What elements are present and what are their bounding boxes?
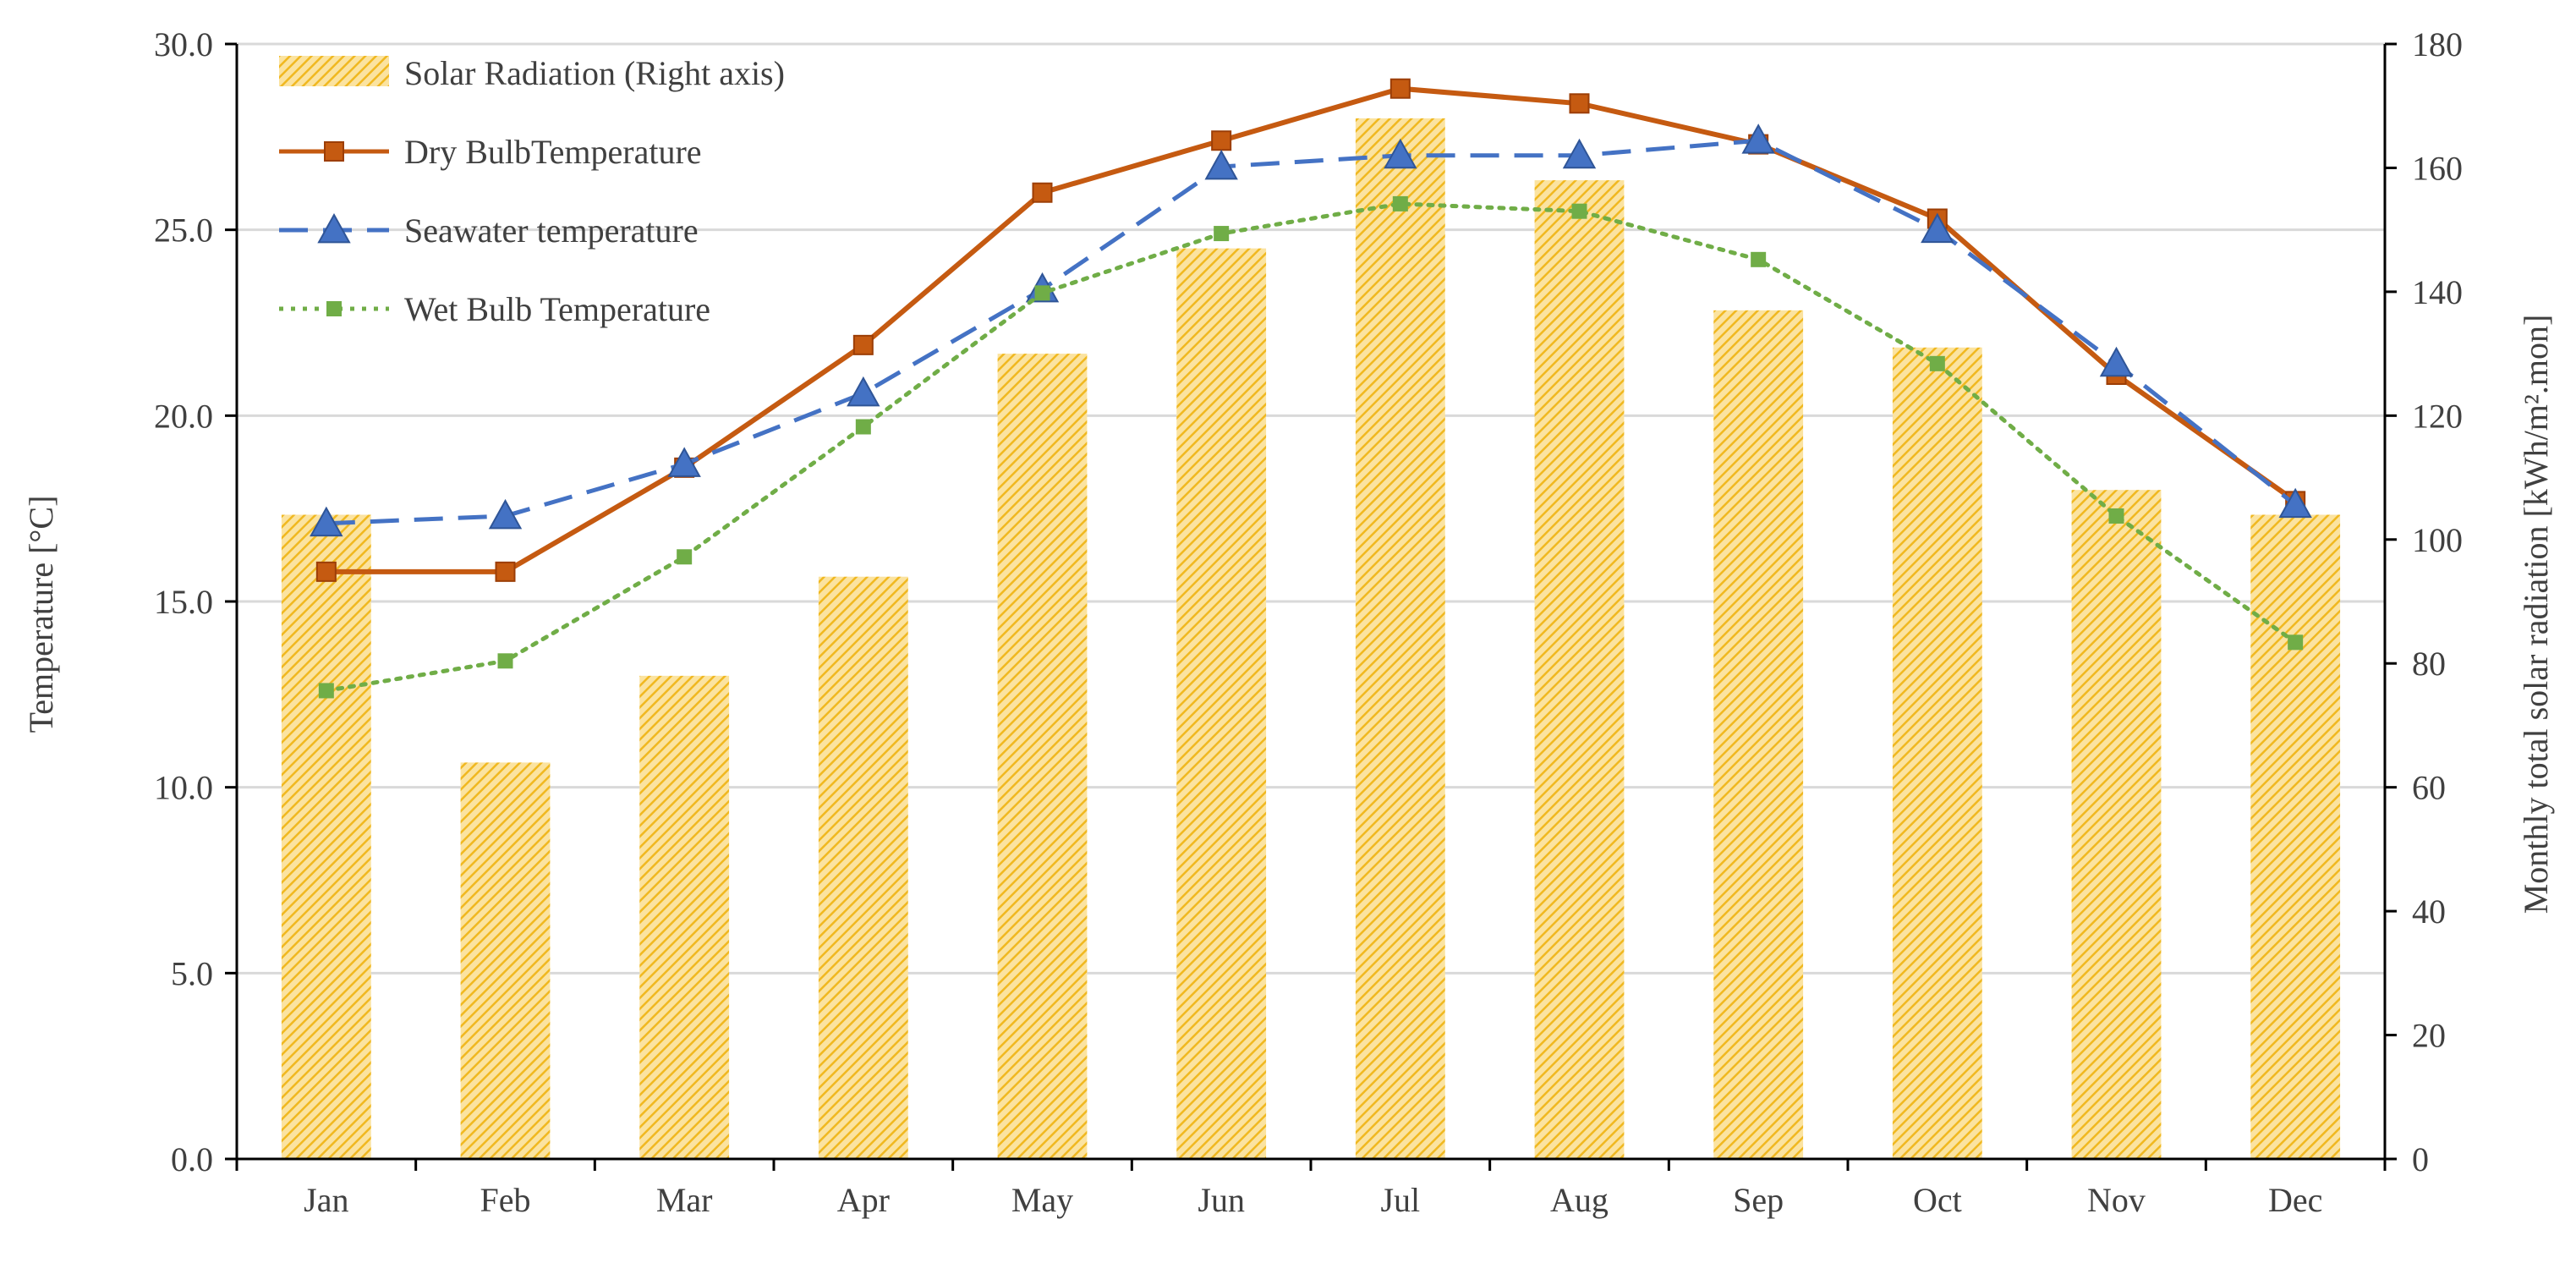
bar-dec [2250,514,2341,1159]
bar-may [997,354,1088,1160]
legend-label: Solar Radiation (Right axis) [404,54,785,92]
bar-sep [1713,310,1804,1159]
data-point-oct [1921,212,1954,244]
x-tick-label-jul: Jul [1380,1181,1420,1219]
right-tick-label: 100 [2412,521,2463,559]
data-point-oct [1929,355,1945,371]
x-tick-label-jun: Jun [1198,1181,1245,1219]
data-point-feb [488,498,523,530]
legend-marker [317,212,351,244]
x-tick-label-feb: Feb [480,1181,531,1219]
right-tick-label: 160 [2412,149,2463,187]
right-tick-label: 20 [2412,1017,2446,1055]
data-point-sep [1741,124,1775,154]
series-line [326,85,2297,574]
data-point-apr [847,376,880,407]
bar-jun [1176,248,1267,1160]
legend-label: Wet Bulb Temperature [404,290,710,328]
left-axis-title: Temperature [°C] [22,496,60,733]
left-tick-label: 10.0 [154,769,213,807]
bar-nov [2071,490,2162,1159]
left-axis-ticks: 0.0 5.0 10.0 15.0 20.0 25.0 30.0 [154,25,237,1178]
right-tick-label: 40 [2412,892,2446,931]
solar-radiation-bars [281,118,2341,1160]
legend-label: Dry BulbTemperature [404,133,702,171]
x-tick-label-apr: Apr [837,1181,890,1219]
x-tick-label-dec: Dec [2268,1181,2322,1219]
bar-mar [639,675,730,1159]
data-point-mar [667,447,701,477]
data-point-aug [1571,203,1587,219]
bar-jan [281,514,371,1159]
data-point-jun [1214,226,1230,242]
bar-jul [1355,118,1445,1159]
x-axis-ticks: Jan Feb Mar Apr May Jun Jul Aug Sep Oct Nov Dec [235,1159,2387,1219]
left-tick-label: 15.0 [154,583,213,621]
bar-feb [460,762,551,1159]
data-point-jul [1392,195,1408,211]
data-point-may [1034,285,1050,301]
right-tick-label: 60 [2412,769,2446,807]
gridlines [237,42,2385,1161]
data-point-jan [318,683,334,699]
data-point-apr [852,334,874,355]
temperature-lines [310,78,2312,699]
data-point-nov [2108,508,2124,524]
series-2 [310,124,2312,537]
data-point-feb [495,561,516,582]
data-point-dec [2288,634,2304,651]
data-point-jan [315,561,337,582]
right-axis-ticks: 0 20 40 60 80 100 120 140 160 180 [2385,25,2463,1178]
legend: Solar Radiation (Right axis) Dry BulbTemp… [279,54,785,328]
data-point-feb [497,653,513,669]
data-point-nov [2099,346,2134,377]
left-tick-label: 5.0 [171,954,213,992]
left-tick-label: 25.0 [154,211,213,250]
data-point-may [1032,182,1053,203]
data-point-aug [1562,138,1597,169]
data-point-mar [677,549,693,565]
x-tick-label-oct: Oct [1913,1181,1962,1219]
data-point-jul [1389,78,1411,99]
legend-marker [324,141,344,162]
x-tick-label-mar: Mar [656,1181,713,1219]
left-tick-label: 0.0 [171,1140,213,1178]
x-tick-label-sep: Sep [1733,1181,1784,1219]
right-tick-label: 0 [2412,1140,2429,1178]
left-tick-label: 30.0 [154,25,213,63]
legend-swatch [279,56,389,86]
right-tick-label: 140 [2412,273,2463,311]
data-point-dec [2278,487,2312,519]
x-tick-label-nov: Nov [2087,1181,2146,1219]
data-point-jun [1204,149,1238,180]
series-3 [318,195,2304,699]
right-axis-title: Monthly total solar radiation [kWh/m².mo… [2517,315,2555,914]
data-point-jan [310,506,343,537]
series-line [326,138,2297,526]
data-point-jun [1211,130,1232,151]
right-tick-label: 80 [2412,645,2446,683]
legend-entry-1: Solar Radiation (Right axis) [279,54,785,92]
legend-entry-4: Wet Bulb Temperature [279,290,710,328]
series-line [324,201,2298,693]
bar-oct [1892,347,1982,1159]
x-tick-label-aug: Aug [1550,1181,1609,1219]
legend-label: Seawater temperature [404,211,699,250]
legend-entry-3: Seawater temperature [279,211,699,250]
data-point-jul [1384,138,1417,169]
left-tick-label: 20.0 [154,397,213,435]
x-tick-label-jan: Jan [304,1181,348,1219]
bar-apr [818,576,908,1159]
right-tick-label: 180 [2412,25,2463,63]
data-point-aug [1569,93,1590,114]
bar-aug [1534,180,1625,1160]
data-point-sep [1751,251,1767,267]
data-point-apr [855,419,871,435]
legend-entry-2: Dry BulbTemperature [279,133,702,171]
x-tick-label-may: May [1011,1181,1073,1219]
right-tick-label: 120 [2412,397,2463,435]
legend-marker [326,301,342,316]
